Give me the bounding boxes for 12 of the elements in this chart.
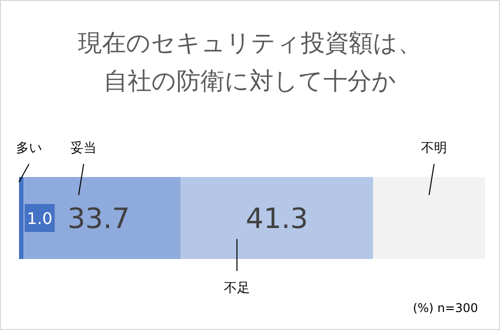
data-label: 33.7 bbox=[67, 202, 130, 235]
series-label: 不足 bbox=[224, 281, 250, 296]
series-label: 不明 bbox=[421, 141, 448, 156]
bar bbox=[24, 177, 181, 259]
series-label: 多い bbox=[16, 141, 42, 156]
text: (%) n=300 bbox=[412, 301, 478, 315]
bar bbox=[373, 177, 485, 259]
bar bbox=[180, 177, 374, 259]
data-label: 1.0 bbox=[26, 209, 52, 228]
data-label: 41.3 bbox=[246, 202, 308, 235]
series-label: 妥当 bbox=[70, 141, 97, 156]
chart-title: 現在のセキュリティ投資額は、自社の防衛に対して十分か bbox=[77, 28, 423, 97]
